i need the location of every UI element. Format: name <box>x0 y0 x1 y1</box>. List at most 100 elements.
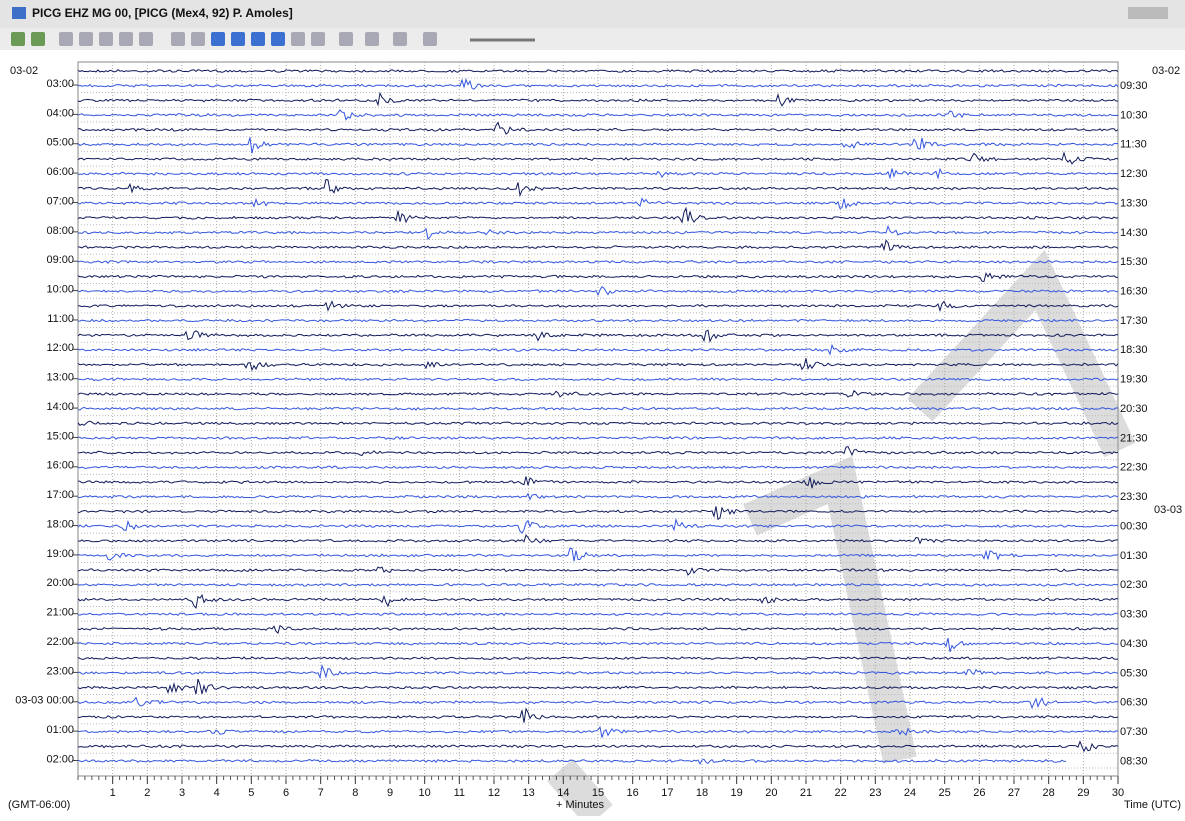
seismic-trace <box>77 435 1119 440</box>
x-tick-label: 28 <box>1043 787 1055 799</box>
hour-label-left: 11:00 <box>47 313 74 325</box>
toolbar-button[interactable] <box>191 32 205 46</box>
hour-label-right: 00:30 <box>1120 520 1148 532</box>
toolbar-button[interactable] <box>139 32 153 46</box>
hour-label-left: 22:00 <box>46 636 74 648</box>
x-tick-label: 15 <box>592 787 604 799</box>
seismic-trace <box>77 389 1119 398</box>
seismic-trace <box>77 696 1119 710</box>
toolbar-button[interactable] <box>339 32 353 46</box>
hour-label-left: 08:00 <box>46 225 74 237</box>
hour-label-right: 04:30 <box>1120 638 1148 650</box>
seismic-trace <box>77 707 1119 723</box>
seismic-trace <box>77 239 1119 252</box>
seismic-trace <box>77 285 1118 297</box>
toolbar-button[interactable] <box>59 32 73 46</box>
toolbar-icons <box>11 7 1168 46</box>
seismic-trace <box>77 465 1119 470</box>
hour-label-right: 07:30 <box>1120 726 1148 738</box>
seismic-trace <box>77 343 1119 356</box>
toolbar-button[interactable] <box>271 32 285 46</box>
hour-label-left: 05:00 <box>46 137 74 149</box>
seismic-trace <box>77 758 1066 765</box>
seismic-trace <box>77 318 1119 323</box>
title-bar <box>0 0 1185 28</box>
hour-label-left: 16:00 <box>46 460 74 472</box>
x-tick-label: 16 <box>627 787 639 799</box>
x-tick-label: 27 <box>1008 787 1020 799</box>
toolbar-button[interactable] <box>251 32 265 46</box>
x-tick-label: 3 <box>179 787 185 799</box>
hour-label-left: 04:00 <box>46 107 74 119</box>
hour-label-left: 03-03 00:00 <box>15 695 74 707</box>
x-tick-label: 17 <box>661 787 673 799</box>
seismic-trace <box>77 109 1119 121</box>
seismic-trace <box>77 476 1119 489</box>
window-controls[interactable] <box>1128 7 1168 19</box>
toolbar-button[interactable] <box>11 32 25 46</box>
x-tick-label: 21 <box>800 787 812 799</box>
hour-label-right: 15:30 <box>1120 256 1148 268</box>
seismic-trace <box>77 178 1119 198</box>
seismic-trace <box>77 566 1118 576</box>
seismic-trace <box>77 740 1119 753</box>
x-tick-label: 25 <box>939 787 951 799</box>
toolbar-button[interactable] <box>231 32 245 46</box>
hour-label-left: 19:00 <box>46 548 74 560</box>
seismic-trace <box>77 664 1119 680</box>
seismic-trace <box>77 725 1119 738</box>
x-tick-label: 30 <box>1112 787 1124 799</box>
seismic-trace <box>77 678 1119 695</box>
x-tick-label: 5 <box>248 787 254 799</box>
date-label: 03-02 <box>1152 65 1180 77</box>
x-tick-label: 2 <box>144 787 150 799</box>
traces <box>77 62 1119 776</box>
toolbar-button[interactable] <box>365 32 379 46</box>
hour-label-right: 22:30 <box>1120 462 1148 474</box>
x-tick-label: 26 <box>973 787 985 799</box>
seismic-trace <box>77 517 1119 534</box>
hour-label-left: 23:00 <box>46 665 74 677</box>
seismic-trace <box>77 151 1119 165</box>
hour-label-left: 17:00 <box>46 489 74 501</box>
seismic-trace <box>77 445 1119 457</box>
hour-label-right: 06:30 <box>1120 697 1148 709</box>
x-tick-label: 11 <box>454 787 465 799</box>
right-axis-label: Time (UTC) <box>1124 799 1181 811</box>
hour-label-left: 21:00 <box>46 607 74 619</box>
x-tick-label: 12 <box>488 787 500 799</box>
hour-label-right: 03:30 <box>1120 609 1148 621</box>
hour-label-right: 12:30 <box>1120 168 1148 180</box>
toolbar-button[interactable] <box>171 32 185 46</box>
hour-label-left: 01:00 <box>46 724 74 736</box>
hour-label-right: 14:30 <box>1120 227 1148 239</box>
seismic-trace <box>77 358 1119 372</box>
hour-label-right: 02:30 <box>1120 579 1148 591</box>
toolbar-button[interactable] <box>291 32 305 46</box>
toolbar-button[interactable] <box>79 32 93 46</box>
x-tick-label: 8 <box>352 787 358 799</box>
seismic-trace <box>77 547 1119 562</box>
toolbar-button[interactable] <box>211 32 225 46</box>
seismic-trace <box>77 534 1119 545</box>
hour-label-left: 02:00 <box>46 753 74 765</box>
hour-label-left: 06:00 <box>46 166 74 178</box>
seismic-trace <box>77 582 1119 587</box>
hour-label-left: 10:00 <box>46 283 74 295</box>
seismic-trace <box>77 271 1119 282</box>
hour-label-right: 21:30 <box>1120 432 1148 444</box>
seismic-trace <box>77 78 1119 90</box>
seismic-trace <box>77 69 1119 73</box>
hour-label-right: 23:30 <box>1120 491 1148 503</box>
hour-label-right: 20:30 <box>1120 403 1148 415</box>
labels: 03-02 03-02 03:00 04:00 05:00 06:00 07:00 08:00… <box>8 65 1182 811</box>
toolbar-button[interactable] <box>311 32 325 46</box>
toolbar-button[interactable] <box>393 32 407 46</box>
toolbar-button[interactable] <box>31 32 45 46</box>
toolbar-button[interactable] <box>99 32 113 46</box>
toolbar-button[interactable] <box>119 32 133 46</box>
x-tick-label: 4 <box>214 787 220 799</box>
toolbar-button[interactable] <box>423 32 437 46</box>
window-title: PICG EHZ MG 00, [PICG (Mex4, 92) P. Amol… <box>32 6 293 20</box>
